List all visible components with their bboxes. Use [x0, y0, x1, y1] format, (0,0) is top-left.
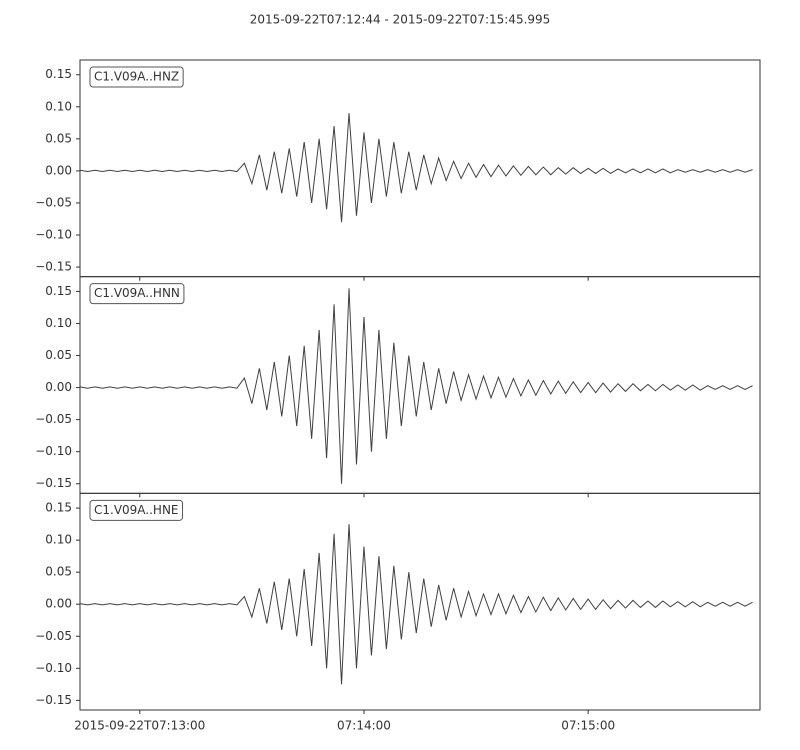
y-tick-label: −0.05 [35, 195, 72, 209]
legend-label: C1.V09A..HNE [94, 503, 179, 517]
y-tick-label: −0.10 [35, 444, 72, 458]
y-tick-label: −0.10 [35, 228, 72, 242]
panel-frame [80, 493, 760, 710]
x-tick-label: 07:15:00 [561, 719, 615, 733]
chart-title: 2015-09-22T07:12:44 - 2015-09-22T07:15:4… [250, 13, 551, 27]
y-tick-label: 0.05 [45, 131, 72, 145]
legend-label: C1.V09A..HNN [94, 286, 180, 300]
waveform [80, 113, 753, 222]
y-tick-label: 0.00 [45, 380, 72, 394]
panel-frame [80, 277, 760, 494]
x-tick-label: 07:14:00 [337, 719, 391, 733]
y-tick-label: 0.05 [45, 565, 72, 579]
y-tick-label: −0.10 [35, 661, 72, 675]
y-tick-label: 0.10 [45, 316, 72, 330]
y-tick-label: −0.15 [35, 260, 72, 274]
y-tick-label: −0.05 [35, 412, 72, 426]
waveform [80, 524, 753, 684]
y-tick-label: 0.15 [45, 501, 72, 515]
y-tick-label: −0.15 [35, 693, 72, 707]
y-tick-label: −0.15 [35, 476, 72, 490]
waveform [80, 288, 753, 484]
y-tick-label: 0.10 [45, 99, 72, 113]
y-tick-label: −0.05 [35, 629, 72, 643]
legend-label: C1.V09A..HNZ [94, 70, 179, 84]
y-tick-label: 0.10 [45, 533, 72, 547]
y-tick-label: 0.15 [45, 284, 72, 298]
panel-frame [80, 60, 760, 277]
y-tick-label: 0.00 [45, 163, 72, 177]
y-tick-label: 0.15 [45, 67, 72, 81]
y-tick-label: 0.00 [45, 597, 72, 611]
x-tick-label: 2015-09-22T07:13:00 [74, 719, 205, 733]
y-tick-label: 0.05 [45, 348, 72, 362]
